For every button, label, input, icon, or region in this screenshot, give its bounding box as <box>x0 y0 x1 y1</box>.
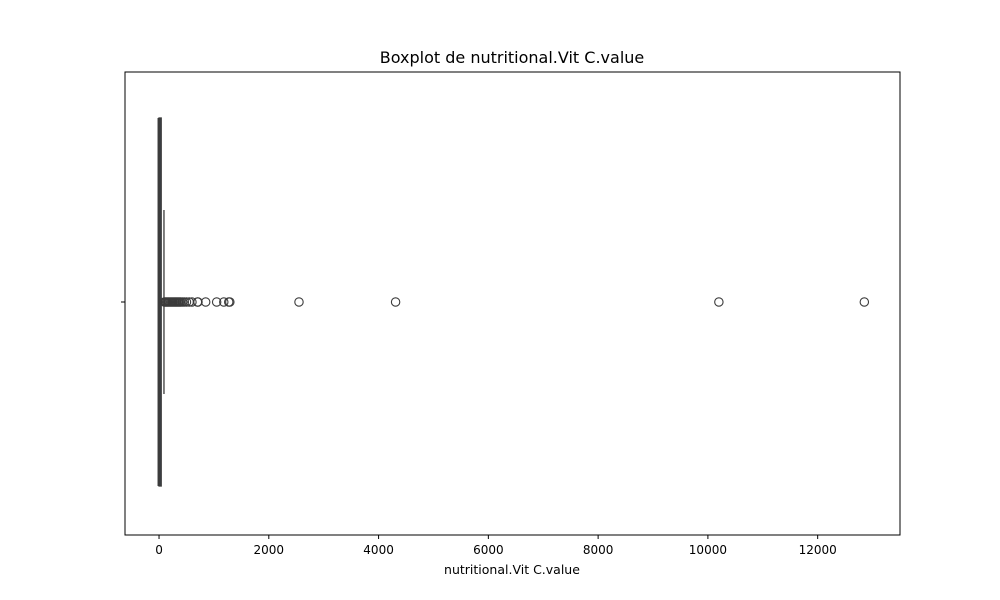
outlier-point <box>211 297 222 307</box>
x-axis-label: nutritional.Vit C.value <box>444 562 580 577</box>
x-tick-label: 6000 <box>473 543 504 557</box>
x-tick-label: 4000 <box>363 543 394 557</box>
x-tick-label: 2000 <box>254 543 285 557</box>
chart-title: Boxplot de nutritional.Vit C.value <box>380 48 645 67</box>
outlier-point <box>714 297 724 307</box>
outlier-point <box>225 297 235 307</box>
outlier-point <box>181 297 192 307</box>
outlier-point <box>219 297 229 307</box>
outlier-point <box>187 297 197 307</box>
outlier-point <box>294 297 304 307</box>
x-tick-label: 10000 <box>689 543 727 557</box>
plot-frame <box>124 71 901 536</box>
x-axis: 0 2000 4000 6000 8000 10000 12000 <box>155 535 837 557</box>
x-tick-label: 0 <box>155 543 163 557</box>
plot-area <box>157 117 870 487</box>
x-tick-label: 8000 <box>583 543 614 557</box>
outlier-point <box>390 297 401 307</box>
x-tick-label: 12000 <box>799 543 837 557</box>
outlier-point <box>859 297 870 307</box>
outlier-point <box>193 297 203 307</box>
outlier-point <box>200 297 211 307</box>
